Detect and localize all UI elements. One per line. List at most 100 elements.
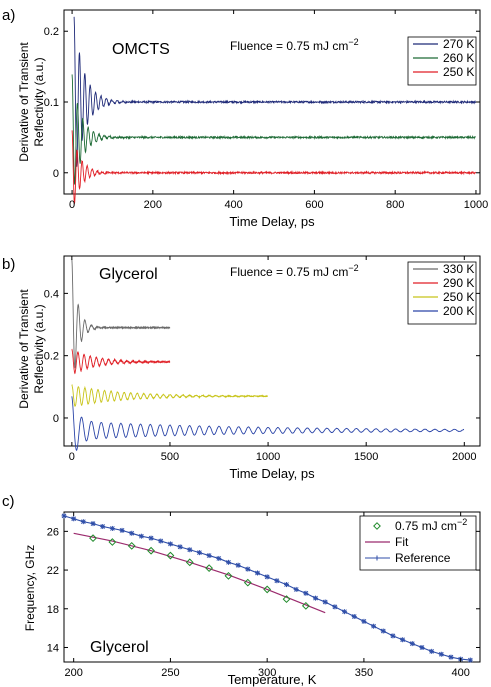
panel-b-series-290k [71,348,171,375]
panel-a-series-260k [71,74,476,185]
panel-c-reference-point [419,644,425,650]
panel-a-ytick-label: 0.2 [44,26,59,38]
panel-c-measured-point [243,578,252,587]
panel-b-ytick-label: 0.2 [44,351,59,363]
panel-c-reference-point [254,570,260,576]
panel-c-reference-point [351,614,357,620]
panel-b-annotation-sup: −2 [348,263,358,273]
panel-a-xtick-label: 400 [224,199,242,211]
panel-c-measured-point [108,538,117,546]
panel-c-title: Glycerol [90,639,149,656]
panel-b-ylabel-line2: Reflectivity (a.u.) [32,304,46,393]
panel-b-ytick-label: 0 [53,413,59,425]
panel-c-reference-point [409,641,415,647]
panel-b-axes-frame [63,255,481,447]
panel-c-reference-point [303,590,309,596]
panel-a-xlabel: Time Delay, ps [229,214,315,229]
panel-a-series-250k [71,130,477,204]
panel-a-xtick-label: 1000 [464,199,488,211]
panel-c-reference-point [245,566,251,572]
panel-c-reference-point [264,574,270,580]
panel-c-ylabel: Frequency, GHz [23,545,37,631]
panel-c-measured-point [185,558,194,567]
panel-b-title: Glycerol [99,266,158,283]
panel-c-xlabel: Temperature, K [228,672,317,687]
panel-c-reference-point [109,525,115,531]
panel-c-reference-point [380,628,386,634]
panel-c-reference-point [284,582,290,588]
panel-c-reference-point [438,651,444,657]
panel-b-series-330k [71,259,171,369]
panel-c-legend-label: Fit [395,535,409,549]
panel-a-plot-area [71,16,477,204]
panel-c-reference-point [177,544,183,550]
panel-c-xtick-label: 350 [355,667,373,679]
panel-b-legend-label: 250 K [443,290,474,304]
panel-c-reference-point [322,599,328,605]
panel-b-ticks: 0 500 1000 1500 2000 0 0.2 0.4 [44,256,480,463]
panel-c-legend-swatch-measured [373,522,381,530]
panel-b-annotation-text: Fluence = 0.75 mJ cm [230,265,348,279]
panel-c-ticks: 200 250 300 350 400 14 18 22 26 [47,512,480,679]
panel-c-reference-point [90,521,96,527]
panel-b-xtick-label: 1500 [354,451,378,463]
panel-a-ylabel-line2: Reflectivity (a.u.) [32,57,46,146]
panel-a-legend-label: 250 K [443,65,474,79]
panel-a-ytick-label: 0.1 [44,97,59,109]
panel-c-measured-point [205,564,214,573]
panel-c-reference-point [332,604,338,610]
panel-a: a) Derivative of Transient Reflectivity … [2,7,488,229]
panel-c-reference-point [448,654,454,660]
panel-c-ytick-label: 18 [47,604,59,616]
panel-a-annotation-sup: −2 [348,37,358,47]
panel-b-xtick-label: 2000 [452,451,476,463]
panel-c-reference-point [371,623,377,629]
panel-a-xtick-label: 800 [386,199,404,211]
panel-c-reference-point [148,535,154,541]
panel-c-reference-point [71,516,77,522]
panel-c-reference-point [196,550,202,556]
panel-c-reference-point [216,555,222,561]
panel-c-reference-point [274,578,280,584]
panel-b-ylabel-line1: Derivative of Transient [17,289,31,409]
panel-c-measured-point [224,571,233,580]
panel-c-ytick-label: 26 [47,526,59,538]
panel-b-xlabel: Time Delay, ps [229,466,315,481]
panel-a-title: OMCTS [112,41,170,58]
panel-a-xtick-label: 200 [144,199,162,211]
panel-b-legend-label: 200 K [443,304,474,318]
panel-c-legend-label: 0.75 mJ cm−2 [395,517,467,533]
panel-a-ylabel: Derivative of Transient Reflectivity (a.… [17,42,46,162]
panel-b-xtick-label: 0 [69,451,75,463]
panel-a-ytick-label: 0 [53,168,59,180]
panel-b-legend-label: 290 K [443,276,474,290]
panel-c-reference-point [429,648,435,654]
panel-c-measured-point [147,546,155,555]
panel-c-reference-point [400,637,406,643]
panel-c-measured-point [89,534,97,543]
panel-c-reference-point [206,553,212,559]
panel-b-series-200k [71,396,465,451]
panel-c-legend: 0.75 mJ cm−2 Fit Reference [359,515,477,571]
panel-c-xtick-label: 250 [161,667,179,679]
panel-a-ticks: 0 200 400 600 800 1000 0 0.1 0.2 [44,10,488,211]
panel-c-measured-point [282,595,291,604]
panel-c-reference-point [100,524,106,530]
panel-c-measured-point [263,585,272,594]
panel-a-series-270k [73,16,477,167]
panel-b-label: b) [2,256,15,273]
panel-c-measured-point [127,541,136,550]
panel-c-reference-point [225,559,231,565]
panel-c-ylabel-text: Frequency, GHz [23,545,37,631]
panel-b-legend-label: 330 K [443,262,474,276]
panel-b-annotation: Fluence = 0.75 mJ cm−2 [230,263,359,279]
panel-c-ytick-label: 14 [47,642,59,654]
panel-a-ylabel-line1: Derivative of Transient [17,42,31,162]
panel-c-reference-point [342,609,348,615]
panel-c-plot-area [61,513,473,663]
panel-c-reference-point [80,519,86,525]
panel-c-reference-point [167,541,173,547]
panel-a-legend-box [407,36,477,86]
